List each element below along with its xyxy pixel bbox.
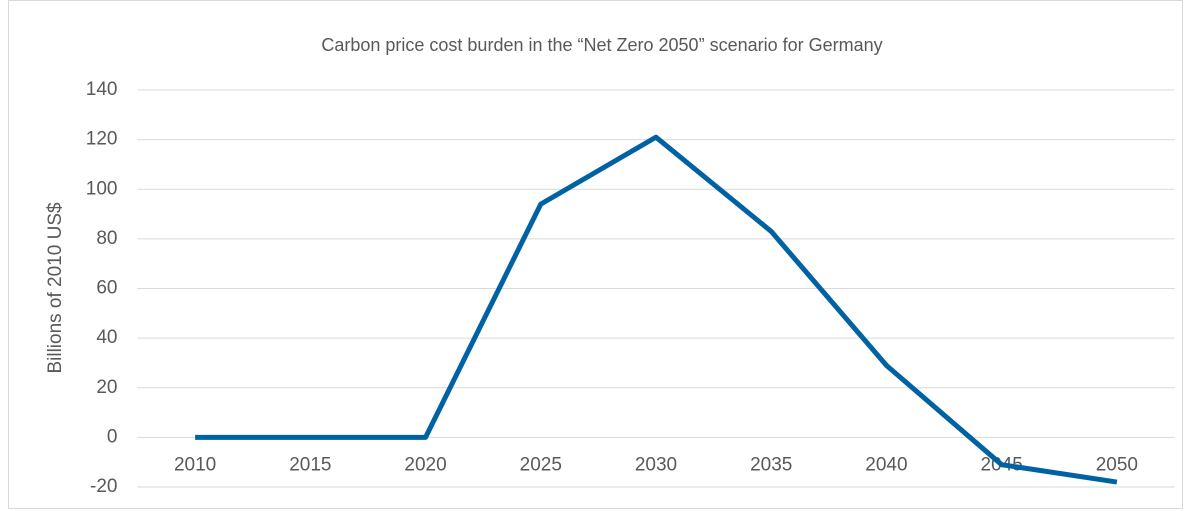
y-tick-label: 20 — [96, 377, 117, 398]
series-line — [195, 134, 1118, 485]
x-tick-label: 2025 — [520, 454, 562, 475]
y-tick-label: 0 — [107, 426, 118, 447]
y-tick-label: 140 — [86, 79, 118, 100]
y-tick-label: -20 — [90, 476, 117, 497]
y-tick-label: 120 — [86, 129, 118, 150]
x-tick-label: 2035 — [750, 454, 792, 475]
y-axis-label: Billions of 2010 US$ — [45, 202, 66, 374]
x-tick-label: 2015 — [289, 454, 331, 475]
y-tick-label: 100 — [86, 178, 118, 199]
x-tick-label: 2030 — [635, 454, 677, 475]
y-tick-label: 80 — [96, 228, 117, 249]
x-tick-label: 2040 — [865, 454, 907, 475]
x-tick-label: 2050 — [1096, 454, 1138, 475]
x-tick-label: 2020 — [404, 454, 446, 475]
y-tick-label: 60 — [96, 278, 117, 299]
chart-border — [8, 0, 1183, 509]
x-tick-label: 2010 — [174, 454, 216, 475]
y-tick-label: 40 — [96, 327, 117, 348]
chart-title: Carbon price cost burden in the “Net Zer… — [321, 35, 882, 55]
